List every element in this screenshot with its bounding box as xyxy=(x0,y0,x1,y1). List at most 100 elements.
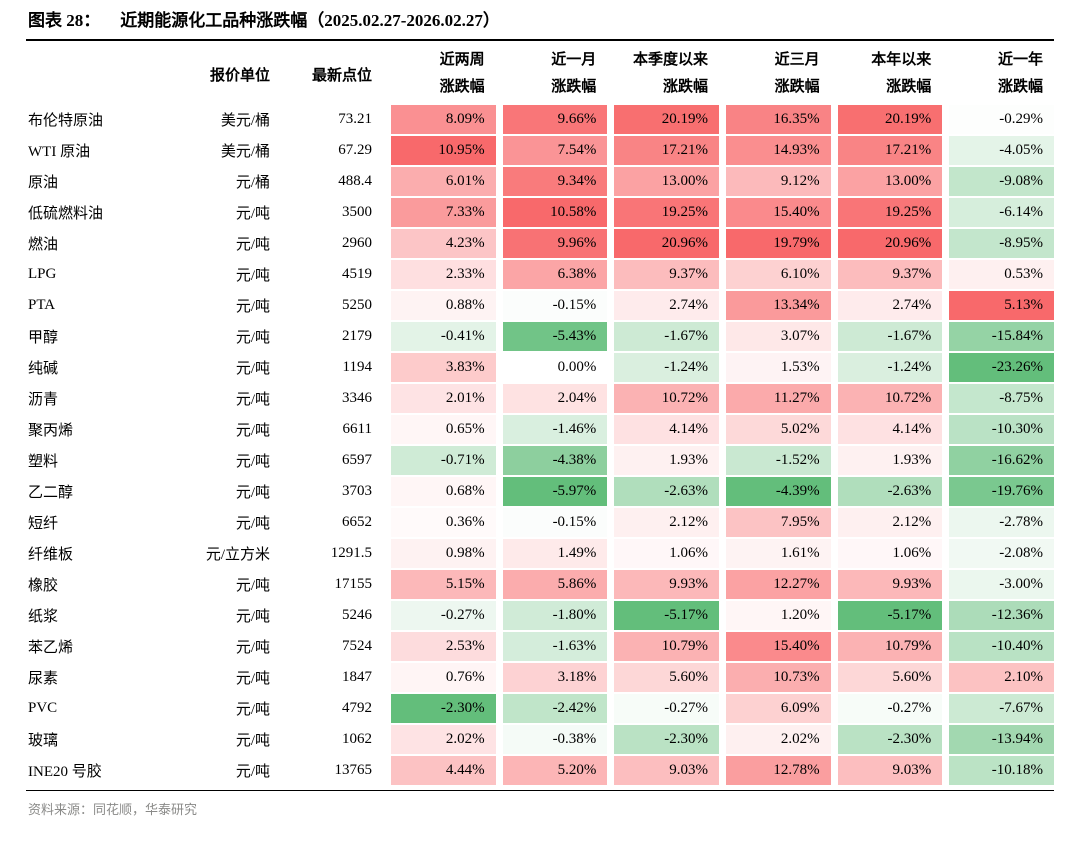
product-name-cell: 短纤 xyxy=(26,508,196,539)
price-cell: 488.4 xyxy=(280,167,384,198)
change-cell: 0.88% xyxy=(384,291,496,322)
table-bottom-rule xyxy=(26,790,1054,791)
table-row: 塑料 元/吨 6597 -0.71% -4.38% 1.93% -1.52% 1.93% -16… xyxy=(26,446,1054,477)
change-cell: 13.34% xyxy=(718,291,831,322)
unit-cell: 元/吨 xyxy=(196,291,280,322)
change-cell: 0.98% xyxy=(384,539,496,570)
product-name-cell: 燃油 xyxy=(26,229,196,260)
change-cell: 9.66% xyxy=(495,105,608,136)
column-header-unit: 报价单位 xyxy=(209,67,270,84)
unit-cell: 美元/桶 xyxy=(196,105,280,136)
change-cell: -2.30% xyxy=(607,725,719,756)
price-cell: 5246 xyxy=(280,601,384,632)
price-cell: 1847 xyxy=(280,663,384,694)
header-change-label: 涨跌幅 xyxy=(997,79,1043,95)
change-cell: 9.37% xyxy=(607,260,719,291)
unit-cell: 元/吨 xyxy=(196,477,280,508)
unit-cell: 元/吨 xyxy=(196,446,280,477)
change-cell: -0.15% xyxy=(495,291,608,322)
product-name-cell: 玻璃 xyxy=(26,725,196,756)
change-cell: 13.00% xyxy=(607,167,719,198)
change-cell: -2.78% xyxy=(942,508,1054,539)
change-cell: 1.61% xyxy=(718,539,831,570)
change-cell: -0.41% xyxy=(384,322,496,353)
price-change-table: 报价单位 最新点位 近两周 涨跌幅 近一月 涨跌幅 本季度以来 涨跌幅 近三月 … xyxy=(26,43,1054,787)
product-name-cell: 原油 xyxy=(26,167,196,198)
table-row: 尿素 元/吨 1847 0.76% 3.18% 5.60% 10.73% 5.60% 2.10% xyxy=(26,663,1054,694)
change-cell: 10.79% xyxy=(607,632,719,663)
product-name-cell: LPG xyxy=(26,260,196,291)
product-name-cell: WTI 原油 xyxy=(26,136,196,167)
change-cell: 15.40% xyxy=(718,632,831,663)
change-cell: 5.20% xyxy=(495,756,608,787)
change-cell: 2.12% xyxy=(830,508,943,539)
product-name-cell: 橡胶 xyxy=(26,570,196,601)
change-cell: 10.72% xyxy=(607,384,719,415)
change-cell: -1.46% xyxy=(495,415,608,446)
change-cell: 1.53% xyxy=(718,353,831,384)
price-cell: 6597 xyxy=(280,446,384,477)
change-cell: -0.27% xyxy=(607,694,719,725)
change-cell: -2.30% xyxy=(384,694,496,725)
column-header-change-ytd: 本年以来 涨跌幅 xyxy=(831,43,943,105)
table-row: LPG 元/吨 4519 2.33% 6.38% 9.37% 6.10% 9.37% 0.53% xyxy=(26,260,1054,291)
product-name-cell: PTA xyxy=(26,291,196,322)
change-cell: -6.14% xyxy=(942,198,1054,229)
change-cell: 15.40% xyxy=(718,198,831,229)
change-cell: 2.12% xyxy=(607,508,719,539)
change-cell: 9.03% xyxy=(830,756,943,787)
header-period-label: 近一月 xyxy=(551,52,597,68)
change-cell: -8.95% xyxy=(942,229,1054,260)
change-cell: 7.33% xyxy=(384,198,496,229)
change-cell: 10.79% xyxy=(830,632,943,663)
change-cell: 0.36% xyxy=(384,508,496,539)
price-cell: 3703 xyxy=(280,477,384,508)
change-cell: 20.19% xyxy=(830,105,943,136)
source-note: 资料来源：同花顺，华泰研究 xyxy=(28,802,198,817)
price-cell: 3500 xyxy=(280,198,384,229)
change-cell: 6.09% xyxy=(718,694,831,725)
change-cell: 17.21% xyxy=(607,136,719,167)
header-period-label: 本季度以来 xyxy=(632,52,708,68)
change-cell: 4.44% xyxy=(384,756,496,787)
change-cell: 5.60% xyxy=(607,663,719,694)
change-cell: -0.38% xyxy=(495,725,608,756)
product-name-cell: 纸浆 xyxy=(26,601,196,632)
change-cell: 2.04% xyxy=(495,384,608,415)
change-cell: 3.07% xyxy=(718,322,831,353)
header-period-label: 近两周 xyxy=(439,52,485,68)
table-row: PTA 元/吨 5250 0.88% -0.15% 2.74% 13.34% 2.74% 5.1… xyxy=(26,291,1054,322)
change-cell: 5.86% xyxy=(495,570,608,601)
change-cell: 5.60% xyxy=(830,663,943,694)
change-cell: -2.42% xyxy=(495,694,608,725)
figure-caption: 图表 28： 近期能源化工品种涨跌幅（2025.02.27-2026.02.27） xyxy=(26,6,1054,41)
change-cell: 1.93% xyxy=(607,446,719,477)
product-name-cell: 低硫燃料油 xyxy=(26,198,196,229)
product-name-cell: PVC xyxy=(26,694,196,725)
change-cell: -0.71% xyxy=(384,446,496,477)
change-cell: 5.15% xyxy=(384,570,496,601)
price-cell: 5250 xyxy=(280,291,384,322)
change-cell: 20.96% xyxy=(607,229,719,260)
price-cell: 67.29 xyxy=(280,136,384,167)
change-cell: 3.83% xyxy=(384,353,496,384)
unit-cell: 元/吨 xyxy=(196,508,280,539)
change-cell: 12.27% xyxy=(718,570,831,601)
change-cell: 0.53% xyxy=(942,260,1054,291)
change-cell: 1.06% xyxy=(830,539,943,570)
product-name-cell: 尿素 xyxy=(26,663,196,694)
change-cell: 10.73% xyxy=(718,663,831,694)
change-cell: 9.93% xyxy=(830,570,943,601)
change-cell: 19.79% xyxy=(718,229,831,260)
figure-label: 图表 28： xyxy=(28,11,101,30)
unit-cell: 元/吨 xyxy=(196,725,280,756)
change-cell: -4.38% xyxy=(495,446,608,477)
change-cell: 2.02% xyxy=(718,725,831,756)
change-cell: -10.40% xyxy=(942,632,1054,663)
price-cell: 1062 xyxy=(280,725,384,756)
change-cell: -8.75% xyxy=(942,384,1054,415)
product-name-cell: 纤维板 xyxy=(26,539,196,570)
change-cell: -1.52% xyxy=(718,446,831,477)
change-cell: -4.39% xyxy=(718,477,831,508)
